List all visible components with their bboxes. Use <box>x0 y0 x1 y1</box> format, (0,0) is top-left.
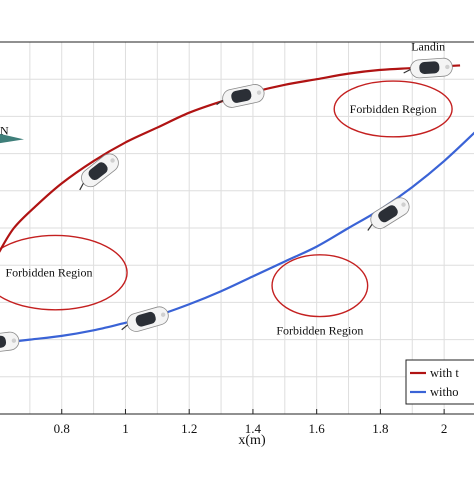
vehicle-antenna <box>403 68 411 74</box>
vehicle-cockpit <box>378 205 398 223</box>
annotations: Landin N <box>0 40 445 144</box>
legend: with t witho <box>405 359 474 405</box>
forbidden-region-ellipse <box>0 234 128 311</box>
vehicle-antenna <box>121 324 128 331</box>
landing-annotation: Landin <box>411 40 445 54</box>
vehicle-icon <box>367 197 410 231</box>
vehicle-antenna <box>367 223 373 231</box>
legend-box <box>405 359 474 405</box>
north-annotation: N <box>0 123 9 137</box>
vehicle-light <box>445 64 450 70</box>
vehicle-light <box>11 338 17 343</box>
vehicle-icon <box>403 57 453 79</box>
series-line-without <box>0 131 474 345</box>
grid <box>0 42 474 414</box>
north-arrow-icon <box>0 133 24 144</box>
x-ticks: 0.8 1 1.2 1.4 1.6 1.8 2 <box>54 409 448 436</box>
x-tick-label: 1 <box>122 421 129 436</box>
legend-label: witho <box>430 385 458 399</box>
vehicle-light <box>256 90 262 95</box>
vehicle-cockpit <box>135 311 156 327</box>
x-axis-label: x(m) <box>238 433 266 448</box>
vehicle-icon <box>0 331 20 354</box>
forbidden-region-ellipse <box>333 80 453 138</box>
vehicle-cockpit <box>419 61 440 75</box>
vehicle-light <box>160 312 166 317</box>
x-tick-label: 1.4 <box>245 421 262 436</box>
x-tick-label: 1.6 <box>309 421 326 436</box>
vehicle-icon <box>121 306 169 332</box>
vehicle-light <box>110 158 115 163</box>
vehicle-light <box>401 202 406 207</box>
vehicle-icon <box>216 84 265 108</box>
x-tick-label: 1.2 <box>181 421 197 436</box>
legend-label: with t <box>430 366 459 380</box>
vehicle-cockpit <box>231 88 252 103</box>
vehicle-icon <box>79 153 119 191</box>
forbidden-region-label: Forbidden Region <box>5 266 92 280</box>
forbidden-region-label: Forbidden Region <box>350 102 437 116</box>
forbidden-regions: Forbidden Region Forbidden Region Forbidde… <box>0 80 453 338</box>
vehicle-cockpit <box>88 162 108 181</box>
vehicle-body <box>0 331 20 354</box>
vehicles <box>0 57 453 354</box>
x-tick-label: 0.8 <box>54 421 70 436</box>
x-tick-label: 1.8 <box>372 421 388 436</box>
forbidden-region-label: Forbidden Region <box>276 324 363 338</box>
x-tick-label: 2 <box>441 421 448 436</box>
forbidden-region-ellipse <box>271 254 369 318</box>
vehicle-cockpit <box>0 335 7 349</box>
vehicle-antenna <box>216 99 224 106</box>
vehicle-antenna <box>79 182 84 191</box>
plot-frame <box>0 41 474 415</box>
